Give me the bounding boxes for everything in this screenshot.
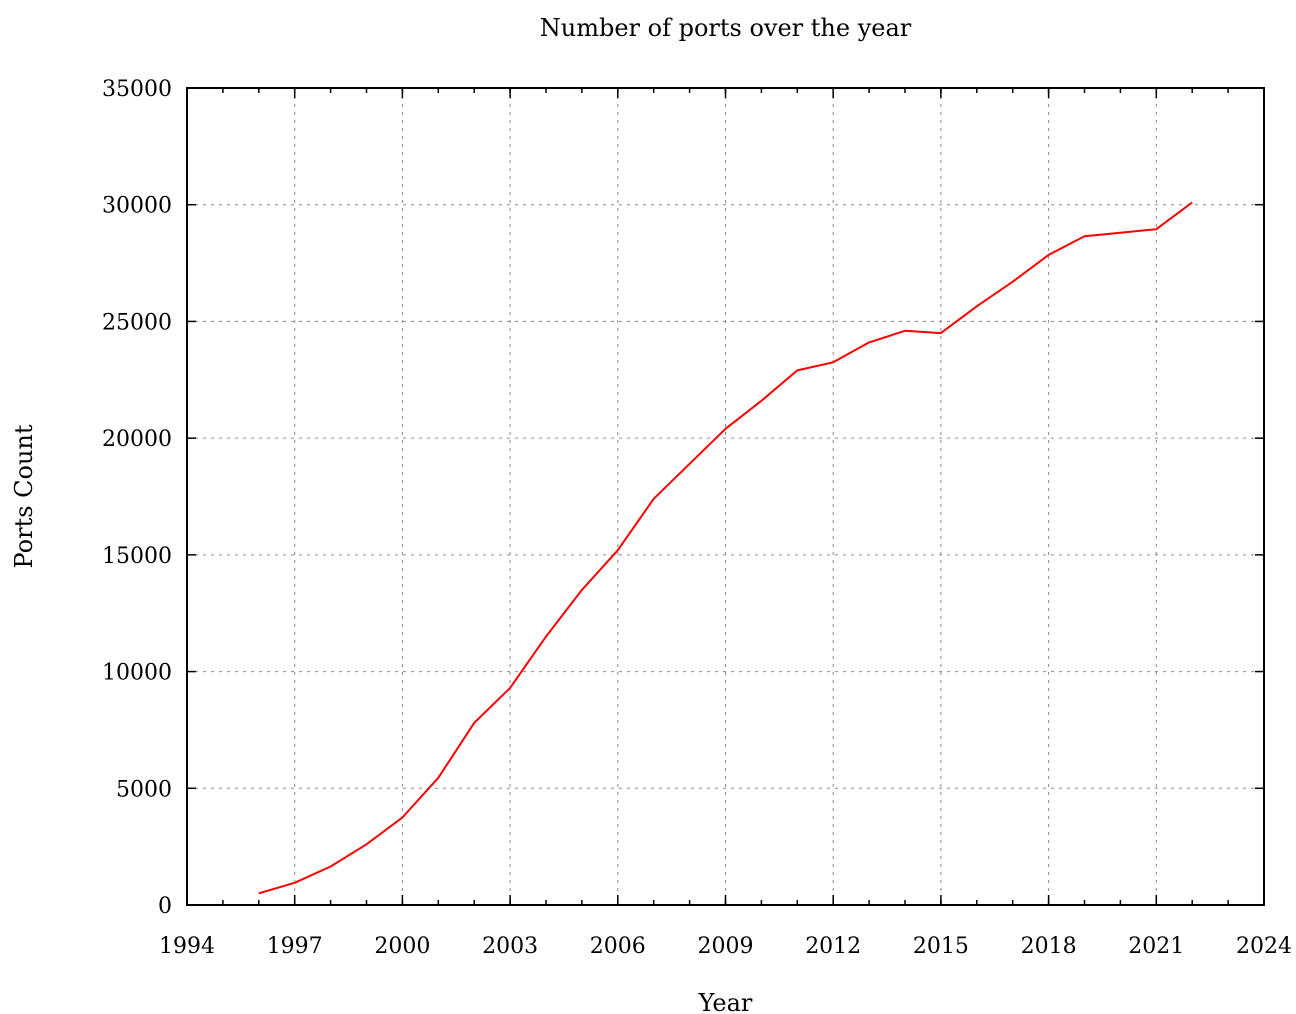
series-layer [258, 201, 1193, 895]
y-tick-label: 25000 [102, 310, 172, 335]
x-tick-label: 2024 [1236, 934, 1292, 959]
x-tick-label: 2021 [1128, 934, 1184, 959]
tick-labels: 0 5000 10000 15000 20000 25000 30000 35000 1994 1… [102, 77, 1292, 959]
x-tick-label: 2000 [374, 934, 430, 959]
plot-frame [186, 87, 1265, 906]
y-tick-label: 15000 [102, 544, 172, 569]
y-tick-label: 0 [158, 894, 172, 919]
y-tick-label: 35000 [102, 77, 172, 102]
series-line [258, 201, 1193, 895]
grid-lines [187, 88, 1264, 905]
y-tick-label: 10000 [102, 661, 172, 686]
y-tick-label: 5000 [116, 777, 172, 802]
x-tick-label: 2012 [805, 934, 861, 959]
chart-title: Number of ports over the year [540, 14, 912, 42]
x-tick-label: 1997 [267, 934, 323, 959]
y-axis-label: Ports Count [10, 424, 38, 568]
x-tick-label: 2018 [1021, 934, 1077, 959]
x-tick-label: 2015 [913, 934, 969, 959]
y-tick-label: 20000 [102, 427, 172, 452]
x-tick-label: 2009 [698, 934, 754, 959]
x-tick-label: 1994 [159, 934, 215, 959]
x-tick-label: 2006 [590, 934, 646, 959]
y-tick-label: 30000 [102, 194, 172, 219]
x-axis-label: Year [698, 989, 753, 1014]
x-tick-label: 2003 [482, 934, 538, 959]
